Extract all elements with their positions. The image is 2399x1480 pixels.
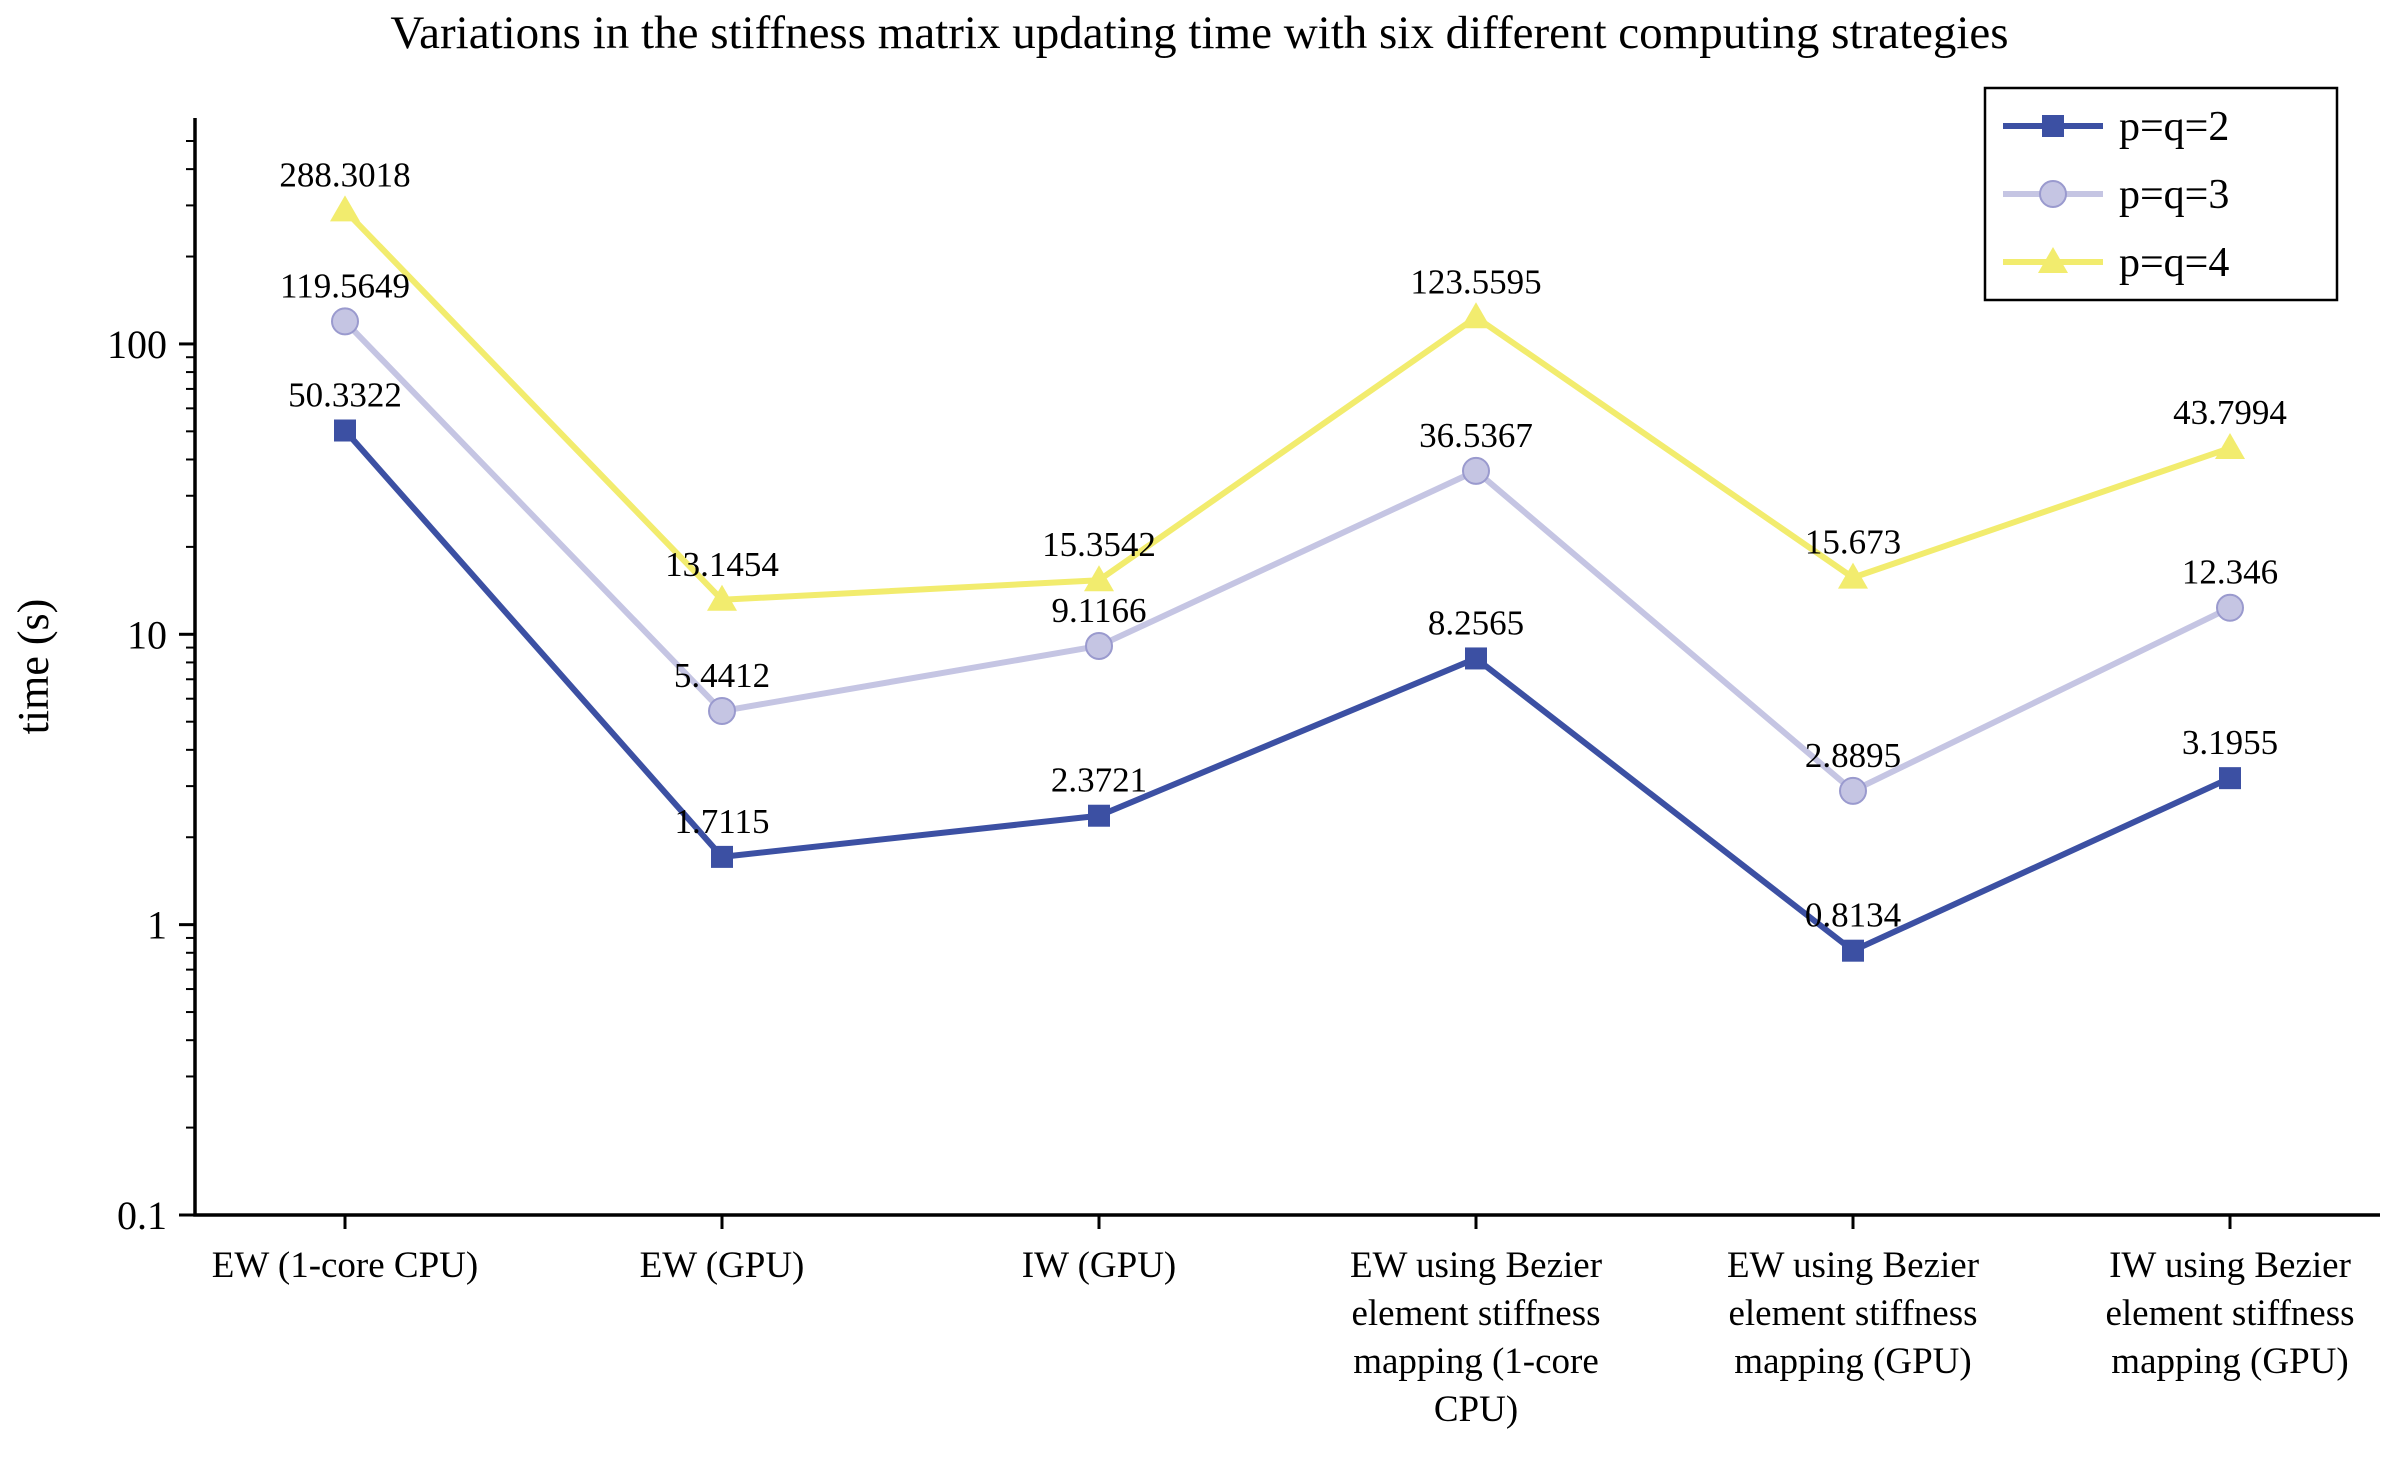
svg-text:119.5649: 119.5649	[280, 266, 410, 305]
svg-text:EW (GPU): EW (GPU)	[640, 1245, 805, 1286]
series-p=q=2	[334, 419, 2241, 962]
svg-text:123.5595: 123.5595	[1410, 262, 1541, 301]
chart-title: Variations in the stiffness matrix updat…	[390, 7, 2009, 59]
svg-text:12.346: 12.346	[2182, 553, 2278, 592]
svg-text:1: 1	[147, 903, 167, 948]
svg-text:50.3322: 50.3322	[288, 376, 402, 415]
svg-text:0.1: 0.1	[117, 1193, 167, 1238]
svg-text:10: 10	[127, 612, 167, 657]
svg-text:15.3542: 15.3542	[1042, 525, 1156, 564]
svg-text:100: 100	[107, 322, 167, 367]
svg-text:2.3721: 2.3721	[1051, 761, 1147, 800]
svg-text:IW (GPU): IW (GPU)	[1022, 1245, 1177, 1286]
svg-text:3.1955: 3.1955	[2182, 723, 2278, 762]
svg-text:15.673: 15.673	[1805, 523, 1901, 562]
svg-text:8.2565: 8.2565	[1428, 603, 1524, 642]
svg-text:9.1166: 9.1166	[1052, 591, 1147, 630]
legend: p=q=2 p=q=3 p=q=4	[1983, 86, 2339, 302]
svg-text:43.7994: 43.7994	[2173, 393, 2287, 432]
series-p=q=4	[330, 195, 2245, 611]
legend-label-p=q=3: p=q=3	[2119, 172, 2229, 218]
svg-text:288.3018: 288.3018	[279, 155, 410, 194]
y-ticks	[179, 139, 195, 1217]
series-p=q=3	[331, 307, 2244, 805]
y-tick-labels: 0.1 1 10 100	[107, 322, 167, 1238]
y-axis-title: time (s)	[9, 599, 58, 735]
legend-label-p=q=4: p=q=4	[2119, 240, 2229, 286]
svg-text:EW (1-core CPU): EW (1-core CPU)	[212, 1245, 478, 1286]
data-labels: 50.3322 1.7115 2.3721 8.2565 0.8134 3.1955 119…	[279, 155, 2287, 934]
svg-text:2.8895: 2.8895	[1805, 736, 1901, 775]
legend-label-p=q=2: p=q=2	[2119, 104, 2229, 150]
svg-text:36.5367: 36.5367	[1419, 416, 1533, 455]
svg-text:0.8134: 0.8134	[1805, 896, 1901, 935]
svg-text:13.1454: 13.1454	[665, 545, 779, 584]
svg-text:1.7115: 1.7115	[675, 802, 770, 841]
x-ticks	[343, 1215, 2232, 1229]
svg-text:5.4412: 5.4412	[674, 656, 770, 695]
x-category-labels: EW (1-core CPU) EW (GPU) IW (GPU) EW using …	[212, 1245, 2355, 1430]
